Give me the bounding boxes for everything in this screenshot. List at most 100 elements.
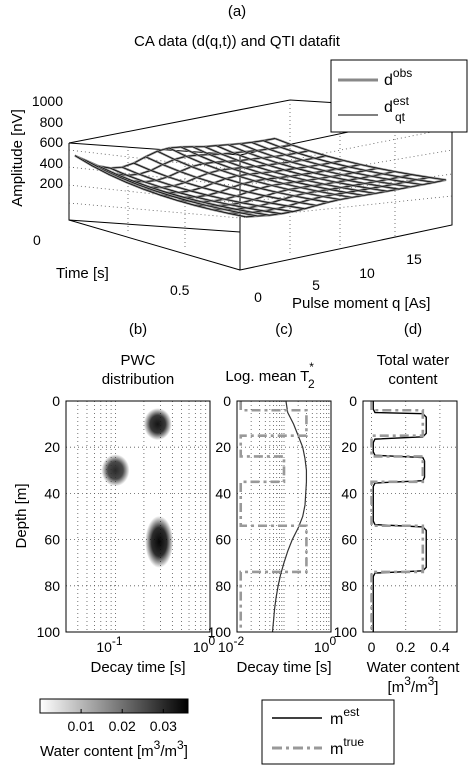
colorbar-label: Water content [m3/m3] [40,738,188,760]
b-y-tick-100: 100 [37,624,61,640]
q-tick-0: 0 [254,289,262,305]
b-y-tick-40: 40 [44,485,60,501]
panel-d-total-water-content: (d) Total water content 0 20 40 60 80 100 0 0.… [334,321,461,696]
surface-est-line-q-17 [274,138,447,181]
panel-d-y-ticks: 0 20 40 60 80 100 [334,393,358,640]
pwc-blob-2 [145,515,174,568]
surface-est-line-q-9 [180,146,352,198]
surface-est-line-q-6 [145,156,317,206]
z-tick-600: 600 [40,134,64,150]
panel-d-title-line2: content [388,371,438,388]
panel-b-frame [65,400,211,633]
q-tick-5: 5 [312,277,320,293]
box-floor-left-edge [68,219,241,271]
b-x-tick-0: 100 [193,634,216,655]
d-x-tick-0.4: 0.4 [430,639,450,655]
surface-est-line-q-10 [192,146,364,196]
b-x-tick--1: 10-1 [96,634,123,655]
z-tick-200: 200 [40,175,64,191]
surface-est-line-q-5 [133,162,305,210]
c-y-tick-0: 0 [223,393,231,409]
b-y-tick-0: 0 [52,393,60,409]
c-series-est [271,401,308,632]
box-left-top-edge [68,142,241,156]
c-series-true [239,401,308,632]
d-y-tick-0: 0 [349,393,357,409]
surface-est-line-q-2 [98,165,270,216]
colorbar-gradient [39,698,189,714]
surface-est-line-q-14 [239,143,411,188]
surface-est-line-t-1 [91,144,293,176]
time-axis-label: Time [s] [56,265,109,282]
panel-c-label: (c) [275,321,293,338]
surface-est-line-q-7 [157,150,329,203]
bottom-legend-entry-true: mtrue [330,735,364,758]
surface-est-line-q-11 [204,146,376,194]
panel-d-xlabel: Water content [367,659,461,676]
z-tick-labels: 1000 800 600 400 200 [32,93,63,191]
z-axis-label: Amplitude [nV] [9,109,26,207]
q-tick-10: 10 [359,265,375,281]
colorbar-tick-0.01: 0.01 [67,718,94,734]
panel-b-xlabel: Decay time [s] [90,659,185,676]
colorbar-ticks: 0.01 0.02 0.03 [67,709,177,734]
panel-d-x-ticks: 0 0.2 0.4 [368,639,450,655]
colorbar: 0.01 0.02 0.03 Water content [m3/m3] [39,698,189,760]
surface-est-line-q-1 [86,160,258,217]
panel-d-frame [362,400,458,633]
c-y-tick-80: 80 [215,578,231,594]
panel-c-frame [236,400,332,633]
panel-a-legend: dobs dest qt [330,59,468,133]
surface-est-line-q-13 [227,144,400,190]
surface-est-line-q-4 [121,166,294,212]
c-y-tick-20: 20 [215,439,231,455]
colorbar-tick-0.02: 0.02 [109,718,136,734]
legend-entry-est: dest qt [384,94,410,124]
legend-box [330,59,468,133]
b-y-tick-60: 60 [44,532,60,548]
z-tick-400: 400 [40,155,64,171]
panel-b-blobs [101,408,174,568]
time-tick-0: 0 [33,232,41,248]
depth-axis-label: Depth [m] [13,483,30,548]
panel-c-x-ticks: 10-2 100 [218,634,337,655]
d-y-tick-100: 100 [334,624,358,640]
time-tick-0-5: 0.5 [170,282,190,298]
bottom-legend: mest mtrue [261,699,395,765]
surface-est-line-q-3 [110,167,282,215]
surface-est-line-q-16 [263,140,435,183]
bottom-legend-box [261,699,395,765]
panel-b-pwc-heatmap: (b) PWC distribution 0 20 40 60 80 100 10-1 10… [13,321,215,676]
panel-c-y-ticks: 0 20 40 60 80 100 [208,393,232,640]
panel-b-label: (b) [129,321,147,338]
q-tick-15: 15 [406,251,422,267]
bottom-legend-entry-est: mest [330,705,360,728]
c-y-tick-100: 100 [208,624,232,640]
panel-a-title: CA data (d(q,t)) and QTI datafit [134,33,341,50]
panel-d-title-line1: Total water [377,352,450,369]
panel-b-title-line1: PWC [121,352,156,369]
d-y-tick-60: 60 [341,532,357,548]
b-y-tick-80: 80 [44,578,60,594]
c-y-tick-60: 60 [215,532,231,548]
panel-a-label: (a) [228,3,246,20]
c-x-tick--2: 10-2 [218,634,245,655]
box-back-top-edge [68,99,291,144]
d-y-tick-40: 40 [341,485,357,501]
c-y-tick-40: 40 [215,485,231,501]
d-series-true [370,401,425,632]
surface-est-line-q-12 [216,145,388,192]
surface-mesh [74,137,447,218]
panel-b-y-ticks: 0 20 40 60 80 100 [37,393,61,640]
panel-c-series [239,401,308,632]
c-x-tick-0: 100 [314,634,337,655]
panel-b-title-line2: distribution [102,371,175,388]
panel-c-title: Log. mean T* 2 [225,360,315,391]
surface-est-line-q-15 [251,142,423,186]
z-tick-1000: 1000 [32,93,63,109]
panel-c-xlabel: Decay time [s] [236,659,331,676]
b-y-tick-20: 20 [44,439,60,455]
d-x-tick-0: 0 [368,639,376,655]
